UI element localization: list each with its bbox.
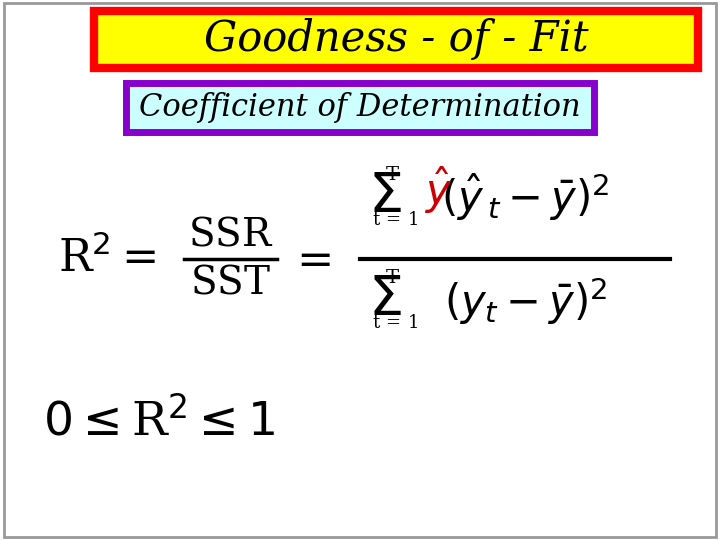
Text: $(\hat{y}_{\,t} - \bar{y})^2$: $(\hat{y}_{\,t} - \bar{y})^2$ <box>441 171 610 223</box>
Text: $\mathregular{t\,=\,1}$: $\mathregular{t\,=\,1}$ <box>372 211 418 230</box>
Text: $\Sigma$: $\Sigma$ <box>369 272 402 327</box>
Text: $=$: $=$ <box>288 238 331 281</box>
Text: $\mathregular{T}$: $\mathregular{T}$ <box>385 166 400 185</box>
Text: $(y_t - \bar{y})^2$: $(y_t - \bar{y})^2$ <box>444 275 608 327</box>
Text: Goodness - of - Fit: Goodness - of - Fit <box>204 18 588 60</box>
Text: $\mathregular{T}$: $\mathregular{T}$ <box>385 269 400 287</box>
Text: $\hat{y}$: $\hat{y}$ <box>423 165 452 215</box>
Text: $\mathregular{SST}$: $\mathregular{SST}$ <box>190 265 271 302</box>
Text: $\mathregular{t\,=\,1}$: $\mathregular{t\,=\,1}$ <box>372 314 418 332</box>
FancyBboxPatch shape <box>94 11 698 68</box>
Text: $\mathregular{SSR}$: $\mathregular{SSR}$ <box>188 217 273 253</box>
Text: $0 \leq \mathregular{R}^2 \leq 1$: $0 \leq \mathregular{R}^2 \leq 1$ <box>43 397 275 445</box>
Text: $\Sigma$: $\Sigma$ <box>369 170 402 225</box>
Text: $\mathregular{R}^2 =$: $\mathregular{R}^2 =$ <box>58 237 156 281</box>
FancyBboxPatch shape <box>126 83 594 132</box>
Text: Coefficient of Determination: Coefficient of Determination <box>139 92 581 123</box>
